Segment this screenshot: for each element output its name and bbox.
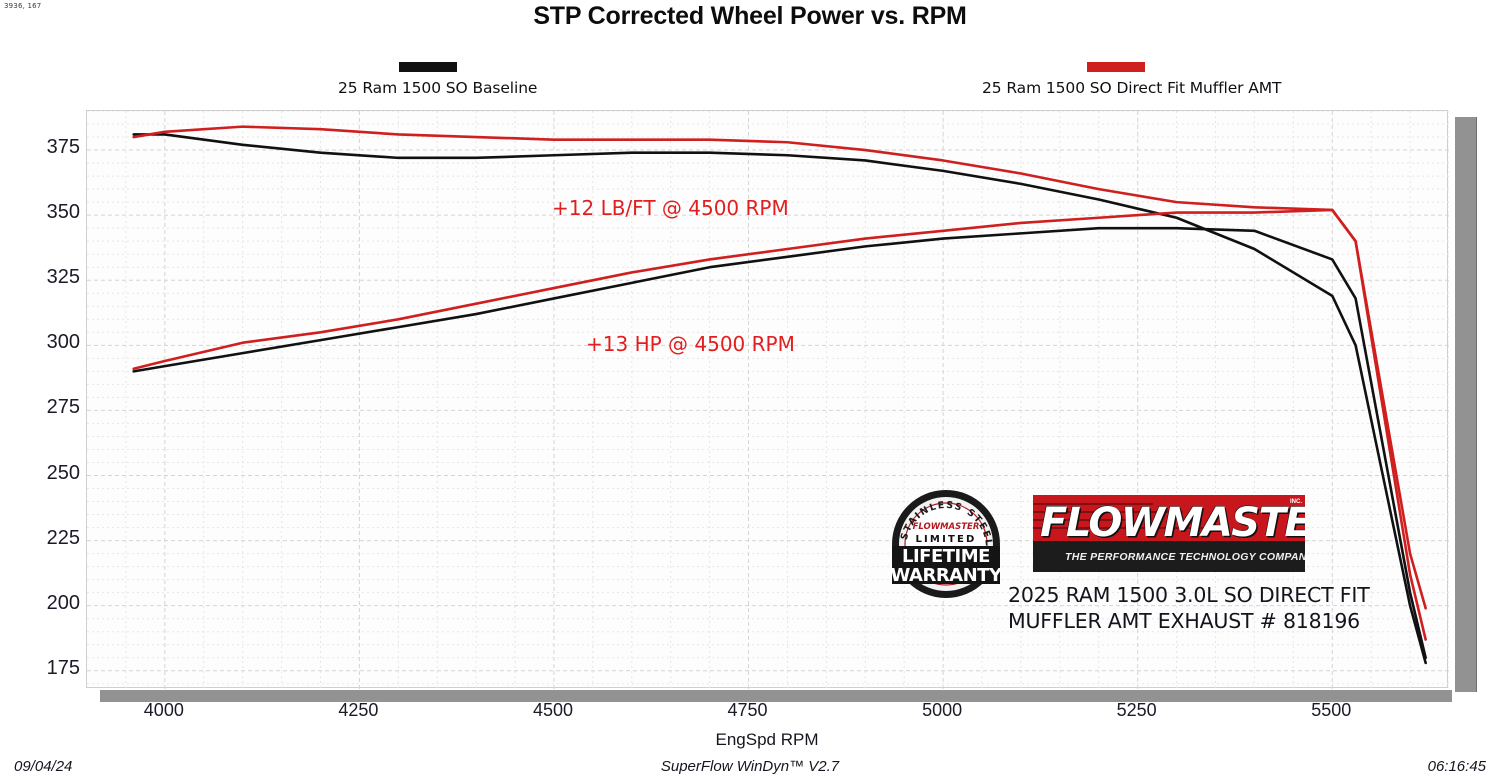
legend-item-muffler[interactable]: 25 Ram 1500 SO Direct Fit Muffler AMT	[982, 62, 1281, 97]
legend-label-baseline: 25 Ram 1500 SO Baseline	[338, 79, 538, 97]
x-axis-tick-label: 4000	[143, 700, 184, 720]
cursor-coordinate-readout: 3936, 167	[4, 2, 42, 10]
y-axis-tick-label: 225	[46, 526, 80, 549]
x-axis-tick-label: 4750	[727, 700, 768, 720]
flowmaster-logo: FLOWMASTER INC. THE PERFORMANCE TECHNOLO…	[1033, 495, 1305, 572]
page-title: STP Corrected Wheel Power vs. RPM	[533, 2, 967, 30]
badge-line3: WARRANTY	[890, 565, 1002, 586]
y-axis-tick-label: 325	[46, 266, 80, 289]
footer-date: 09/04/24	[14, 758, 73, 775]
y-axis: 175 200 225 250 275 300 325 350 375	[10, 110, 80, 688]
badge-line1: LIMITED	[915, 534, 976, 545]
series-lines	[132, 125, 1427, 665]
vertical-scrollbar[interactable]	[1455, 117, 1477, 692]
series-line-3	[132, 208, 1427, 641]
footer-time: 06:16:45	[1427, 758, 1486, 775]
logo-red-band	[1033, 495, 1305, 541]
legend-item-baseline[interactable]: 25 Ram 1500 SO Baseline	[338, 62, 537, 97]
x-axis-title: EngSpd RPM	[715, 730, 819, 749]
annotation-torque-gain: +12 LB/FT @ 4500 RPM	[552, 196, 789, 220]
plot-area[interactable]	[86, 110, 1449, 689]
badge-brand-text: FLOWMASTER	[913, 522, 980, 532]
y-axis-tick-label: 300	[46, 331, 80, 354]
y-axis-tick-label: 275	[46, 396, 80, 419]
product-description: 2025 RAM 1500 3.0L SO DIRECT FIT MUFFLER…	[1008, 582, 1370, 634]
series-line-0	[132, 133, 1427, 665]
legend-swatch-muffler	[1087, 62, 1145, 72]
x-axis-tick-label: 5250	[1116, 700, 1157, 720]
legend-swatch-baseline	[399, 62, 457, 72]
y-axis-tick-label: 350	[46, 201, 80, 224]
product-line-1: 2025 RAM 1500 3.0L SO DIRECT FIT	[1008, 583, 1370, 607]
legend-label-muffler: 25 Ram 1500 SO Direct Fit Muffler AMT	[982, 79, 1282, 97]
logo-wordmark: FLOWMASTER	[1040, 500, 1305, 546]
grid-minor	[87, 111, 1449, 689]
x-axis-tick-label: 4250	[338, 700, 379, 720]
annotation-hp-gain: +13 HP @ 4500 RPM	[586, 332, 795, 356]
product-line-2: MUFFLER AMT EXHAUST # 818196	[1008, 609, 1360, 633]
logo-tagline: THE PERFORMANCE TECHNOLOGY COMPANY	[1065, 551, 1305, 563]
badge-line2: LIFETIME	[902, 546, 990, 567]
y-axis-tick-label: 175	[46, 656, 80, 679]
x-axis-tick-label: 5500	[1311, 700, 1352, 720]
plot-canvas	[87, 111, 1449, 689]
y-axis-tick-label: 375	[46, 136, 80, 159]
y-axis-tick-label: 250	[46, 461, 80, 484]
footer-application: SuperFlow WinDyn™ V2.7	[660, 758, 840, 775]
x-axis: 4000 4250 4500 4750 5000 5250 5500	[86, 700, 1448, 730]
series-line-2	[132, 226, 1427, 660]
x-axis-tick-label: 5000	[922, 700, 963, 720]
horizontal-scrollbar[interactable]	[100, 690, 1452, 702]
lifetime-warranty-badge-icon: STAINLESS STEEL FLOWMASTER LIMITED LIFET…	[890, 488, 1002, 600]
grid-major	[87, 111, 1449, 689]
x-axis-tick-label: 4500	[532, 700, 573, 720]
logo-trademark: INC.	[1290, 499, 1302, 505]
y-axis-tick-label: 200	[46, 591, 80, 614]
